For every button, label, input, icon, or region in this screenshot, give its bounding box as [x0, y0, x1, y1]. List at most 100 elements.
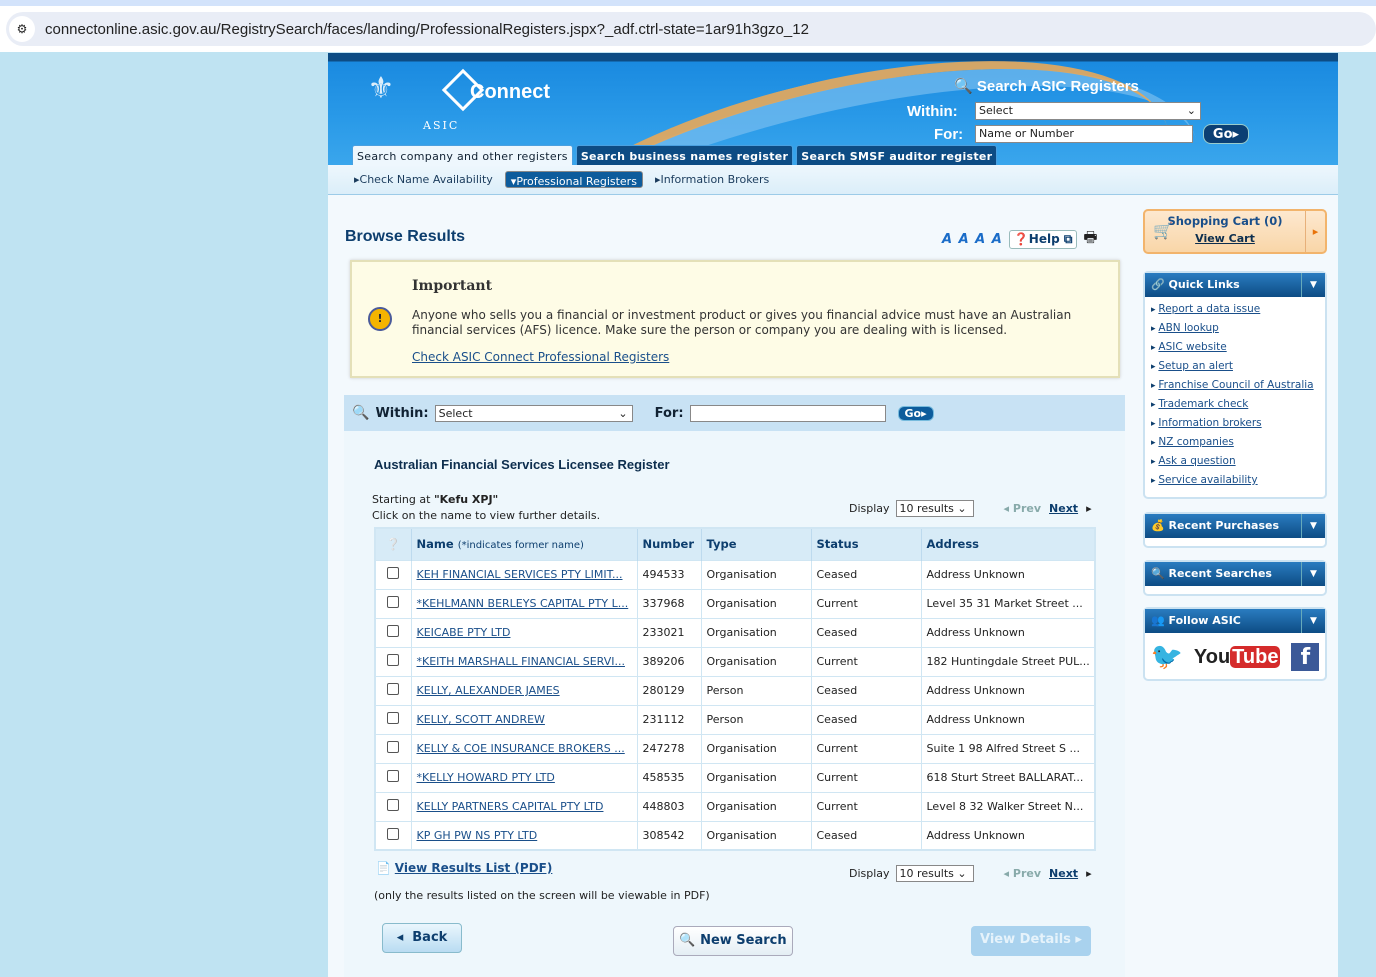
collapse-toggle[interactable]: ▼ — [1301, 562, 1325, 586]
within-select[interactable]: Select ⌄ — [434, 404, 633, 422]
collapse-toggle[interactable]: ▼ — [1301, 609, 1325, 633]
quick-link-item[interactable]: ABN lookup — [1151, 322, 1319, 341]
twitter-icon[interactable]: 🐦 — [1150, 642, 1183, 672]
status: Ceased — [811, 675, 922, 705]
quick-link[interactable]: NZ companies — [1158, 436, 1234, 448]
address-bar[interactable]: ⚙ connectonline.asic.gov.au/RegistrySear… — [6, 12, 1376, 46]
tab-business-names[interactable]: Search business names register — [575, 145, 794, 165]
licensee-name-link[interactable]: KELLY, ALEXANDER JAMES — [416, 684, 560, 697]
check-professional-registers-link[interactable]: Check ASIC Connect Professional Register… — [412, 350, 670, 364]
coins-icon: 💰 — [1151, 519, 1165, 532]
quick-link[interactable]: Service availability — [1158, 474, 1258, 486]
collapse-toggle[interactable]: ▼ — [1301, 514, 1325, 538]
quick-links-icon: 🔗 — [1151, 278, 1165, 291]
go-button[interactable]: Go▸ — [897, 405, 934, 421]
licensee-name-link[interactable]: KEICABE PTY LTD — [416, 626, 511, 639]
quick-link[interactable]: Information brokers — [1158, 417, 1262, 429]
new-search-button[interactable]: 🔍 New Search — [673, 926, 793, 956]
tab-company-registers[interactable]: Search company and other registers — [352, 145, 573, 165]
font-size-controls[interactable]: A A A A — [942, 232, 1003, 247]
row-checkbox[interactable] — [387, 799, 400, 811]
help-button[interactable]: ❓Help ⧉ — [1008, 230, 1078, 249]
next-link-bottom[interactable]: Next — [1049, 867, 1079, 880]
quick-link-item[interactable]: ASIC website — [1151, 341, 1319, 360]
collapse-toggle[interactable]: ▼ — [1301, 273, 1325, 297]
tab-smsf-auditor[interactable]: Search SMSF auditor register — [796, 145, 998, 165]
view-details-button[interactable]: View Details ▸ — [971, 926, 1091, 956]
youtube-icon[interactable]: You Tube — [1193, 645, 1281, 668]
cart-arrow-icon[interactable]: ▸ — [1305, 211, 1325, 252]
address: 182 Huntingdale Street PUL... — [921, 646, 1096, 676]
site-settings-icon[interactable]: ⚙ — [9, 16, 35, 42]
quick-link[interactable]: ABN lookup — [1158, 322, 1219, 334]
licensee-name-link[interactable]: KEH FINANCIAL SERVICES PTY LIMIT... — [416, 568, 623, 581]
page-title: Browse Results — [345, 228, 466, 245]
quick-link[interactable]: Ask a question — [1158, 455, 1236, 467]
header-within-select[interactable]: Select ⌄ — [975, 102, 1201, 120]
quick-link-item[interactable]: Report a data issue — [1151, 303, 1319, 322]
for-input[interactable] — [689, 404, 886, 422]
quick-link-item[interactable]: Trademark check — [1151, 398, 1319, 417]
nav-professional-registers[interactable]: ▾Professional Registers — [504, 171, 643, 188]
quick-link-item[interactable]: Information brokers — [1151, 417, 1319, 436]
row-checkbox[interactable] — [387, 827, 400, 840]
view-cart-link[interactable]: View Cart — [1195, 232, 1255, 245]
display-count-select[interactable]: 10 results ⌄ — [895, 500, 974, 517]
quick-link-item[interactable]: Setup an alert — [1151, 360, 1319, 379]
licensee-name-link[interactable]: KELLY PARTNERS CAPITAL PTY LTD — [416, 800, 604, 813]
licence-number: 494533 — [637, 559, 702, 589]
quick-link[interactable]: Setup an alert — [1158, 360, 1233, 372]
header-for-input[interactable]: Name or Number — [975, 125, 1193, 143]
quick-link-item[interactable]: NZ companies — [1151, 436, 1319, 455]
nav-information-brokers[interactable]: ▸Information Brokers — [654, 173, 770, 186]
next-link[interactable]: Next — [1049, 502, 1079, 515]
browser-chrome: ⚙ connectonline.asic.gov.au/RegistrySear… — [0, 0, 1376, 52]
prev-link[interactable]: ◂ Prev — [1003, 502, 1042, 515]
print-icon[interactable]: 🖶 — [1083, 228, 1098, 246]
url-text[interactable]: connectonline.asic.gov.au/RegistrySearch… — [45, 20, 809, 38]
quick-link-item[interactable]: Ask a question — [1151, 455, 1319, 474]
status: Current — [811, 762, 922, 792]
quick-link[interactable]: Trademark check — [1158, 398, 1249, 410]
quick-link[interactable]: Franchise Council of Australia — [1158, 379, 1314, 391]
notice-title: Important — [412, 278, 493, 294]
row-checkbox[interactable] — [387, 567, 400, 579]
status: Current — [811, 646, 922, 676]
address: Suite 1 98 Alfred Street S ... — [921, 733, 1096, 763]
register-search-bar: 🔍 Within: Select ⌄ For: Go▸ — [344, 395, 1125, 431]
address: Level 8 32 Walker Street N... — [921, 791, 1096, 821]
row-checkbox[interactable] — [387, 596, 400, 608]
header-go-button[interactable]: Go▸ — [1203, 124, 1249, 144]
quick-link-item[interactable]: Franchise Council of Australia — [1151, 379, 1319, 398]
licensee-name-link[interactable]: KP GH PW NS PTY LTD — [416, 828, 538, 842]
status: Current — [811, 588, 922, 618]
quick-link-item[interactable]: Service availability — [1151, 474, 1319, 493]
row-checkbox[interactable] — [387, 654, 400, 666]
status: Ceased — [811, 820, 922, 850]
licensee-name-link[interactable]: *KEITH MARSHALL FINANCIAL SERVI... — [416, 655, 625, 668]
row-checkbox[interactable] — [387, 770, 400, 782]
row-checkbox[interactable] — [387, 683, 400, 695]
prev-link-bottom[interactable]: ◂ Prev — [1003, 867, 1042, 880]
results-panel: Australian Financial Services Licensee R… — [344, 431, 1125, 977]
shopping-cart[interactable]: 🛒 Shopping Cart (0) View Cart ▸ — [1143, 209, 1327, 254]
cart-icon: 🛒 — [1153, 221, 1173, 240]
quick-link[interactable]: Report a data issue — [1158, 303, 1261, 315]
licensee-name-link[interactable]: KELLY, SCOTT ANDREW — [416, 713, 545, 726]
table-row: KELLY, SCOTT ANDREW 231112 Person Ceased… — [375, 704, 1096, 734]
row-checkbox[interactable] — [387, 712, 400, 724]
back-button[interactable]: ◂ Back — [382, 923, 462, 953]
row-checkbox[interactable] — [387, 741, 400, 753]
help-column-icon[interactable]: ❔ — [375, 528, 412, 560]
view-results-pdf-link[interactable]: View Results List (PDF) — [394, 861, 553, 875]
table-row: *KEITH MARSHALL FINANCIAL SERVI... 38920… — [375, 646, 1096, 676]
display-count-select-bottom[interactable]: 10 results ⌄ — [895, 865, 974, 882]
facebook-icon[interactable]: f — [1291, 643, 1320, 671]
licensee-name-link[interactable]: *KEHLMANN BERLEYS CAPITAL PTY L... — [416, 597, 629, 610]
quick-link[interactable]: ASIC website — [1158, 341, 1227, 353]
licensee-name-link[interactable]: KELLY & COE INSURANCE BROKERS ... — [416, 742, 625, 755]
row-checkbox[interactable] — [387, 625, 400, 637]
licensee-name-link[interactable]: *KELLY HOWARD PTY LTD — [416, 771, 555, 784]
nav-check-name[interactable]: ▸Check Name Availability — [354, 173, 493, 186]
recent-searches-box: 🔍 Recent Searches ▼ — [1143, 560, 1327, 596]
